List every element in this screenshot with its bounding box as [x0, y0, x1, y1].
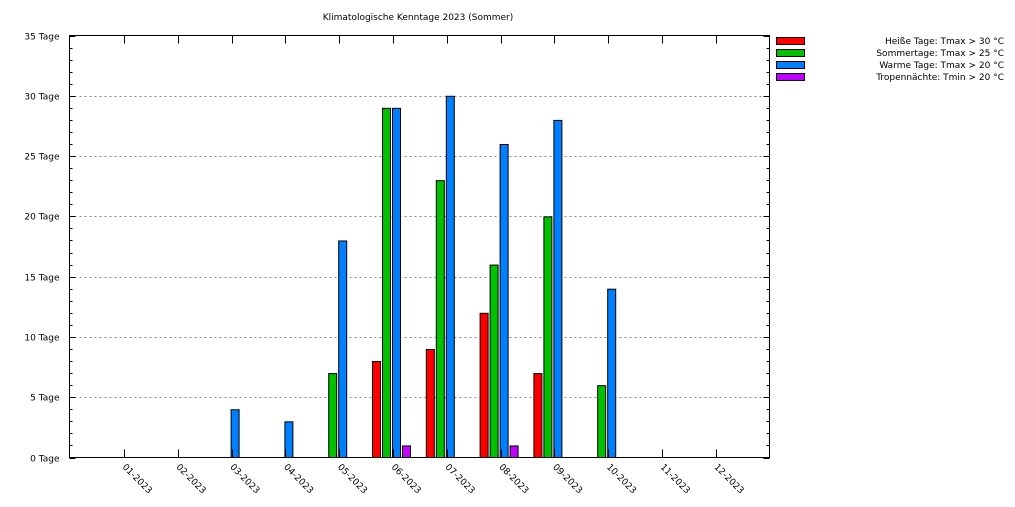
bar [284, 421, 294, 459]
y-tick-label: 0 Tage [30, 455, 60, 465]
y-tick-label: 5 Tage [30, 394, 60, 404]
y-tick-label: 25 Tage [24, 153, 60, 163]
legend-swatch [776, 37, 805, 45]
bar [597, 385, 607, 458]
bar [607, 288, 617, 459]
x-tick-label: 06-2023 [389, 463, 423, 497]
bars [230, 95, 617, 459]
bar [509, 445, 519, 459]
bar [425, 348, 435, 458]
bar [435, 180, 445, 459]
bar [392, 107, 401, 458]
y-tick-label: 35 Tage [24, 33, 60, 43]
bar [402, 445, 411, 459]
bar [372, 361, 381, 458]
y-tick-label: 15 Tage [24, 274, 60, 284]
x-tick-label: 03-2023 [227, 463, 261, 497]
x-tick-label: 01-2023 [120, 463, 154, 497]
legend-label: Tropennächte: Tmin > 20 °C [875, 73, 1004, 83]
legend-label: Warme Tage: Tmax > 20 °C [879, 61, 1004, 71]
y-tick-label: 20 Tage [24, 213, 60, 223]
x-tick-label: 12-2023 [712, 463, 746, 497]
grid [69, 96, 770, 398]
bar [382, 107, 391, 458]
legend-swatch [776, 49, 805, 57]
bar [553, 119, 563, 459]
x-tick-label: 09-2023 [550, 463, 584, 497]
legend-swatch [776, 61, 805, 69]
bar [499, 144, 509, 458]
x-tick-label: 10-2023 [604, 463, 638, 497]
bar [338, 240, 348, 458]
bar [533, 373, 543, 459]
x-tick-label: 07-2023 [443, 463, 477, 497]
chart-title: Klimatologische Kenntage 2023 (Sommer) [323, 13, 514, 23]
legend: Heiße Tage: Tmax > 30 °C Sommertage: Tmax… [776, 37, 1004, 83]
x-tick-label: 05-2023 [335, 463, 369, 497]
legend-label: Heiße Tage: Tmax > 30 °C [885, 37, 1004, 47]
x-tick-label: 11-2023 [658, 463, 692, 497]
bar [543, 216, 553, 458]
plot-frame [69, 35, 770, 458]
y-tick-label: 10 Tage [24, 334, 60, 344]
x-tick-label: 08-2023 [496, 463, 530, 497]
y-tick-label: 30 Tage [24, 93, 60, 103]
bar [328, 373, 338, 459]
legend-swatch [776, 73, 805, 81]
bar [445, 95, 455, 459]
legend-label: Sommertage: Tmax > 25 °C [876, 49, 1004, 59]
bar [489, 264, 499, 459]
x-tick-label: 02-2023 [174, 463, 208, 497]
bar [479, 312, 489, 459]
x-tick-label: 04-2023 [281, 463, 315, 497]
